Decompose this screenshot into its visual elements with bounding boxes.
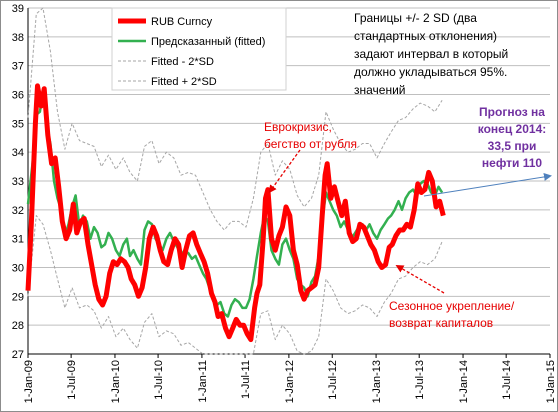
y-tick-label: 39 xyxy=(12,3,24,15)
note-eurocrisis-line: бегство от рубля xyxy=(264,137,357,151)
x-tick-label: 1-Jul-09 xyxy=(66,360,78,400)
note-forecast-line: нефти 110 xyxy=(482,156,543,170)
y-tick-label: 27 xyxy=(12,349,24,361)
series-layer xyxy=(25,7,446,355)
x-tick-label: 1-Jan-12 xyxy=(284,360,296,403)
y-tick-label: 36 xyxy=(12,90,24,102)
note-seasonal-line: возврат капиталов xyxy=(389,316,493,330)
note-eurocrisis-line: Еврокризис, xyxy=(264,120,332,134)
legend-label: Fitted + 2*SD xyxy=(151,76,217,88)
y-tick-label: 28 xyxy=(12,320,24,332)
note-eurocrisis: Еврокризис, бегство от рубля xyxy=(264,120,357,151)
x-tick-label: 1-Jan-14 xyxy=(458,360,470,403)
x-tick-label: 1-Jul-13 xyxy=(414,360,426,400)
note-forecast: Прогноз на конец 2014: 33,5 при нефти 110 xyxy=(478,105,547,170)
note-seasonal-line: Сезонное укрепление/ xyxy=(389,299,515,313)
x-tick-label: 1-Jul-10 xyxy=(153,360,165,400)
forecast-arrow xyxy=(423,172,552,197)
axes: 27 28 29 30 31 32 33 34 35 36 37 38 39 1-Jan-09 1-Jul-… xyxy=(12,3,557,403)
legend-label: Fitted - 2*SD xyxy=(151,56,214,68)
note-bands: Границы +/- 2 SD (два стандартных отклоне… xyxy=(354,11,508,97)
eurocrisis-arrow xyxy=(268,149,301,194)
y-tick-label: 35 xyxy=(12,118,24,130)
note-forecast-line: 33,5 при xyxy=(488,139,537,153)
note-forecast-line: Прогноз на xyxy=(479,105,545,119)
annotations: Границы +/- 2 SD (два стандартных отклоне… xyxy=(264,11,552,330)
y-tick-label: 30 xyxy=(12,263,24,275)
x-tick-label: 1-Jan-09 xyxy=(23,360,35,403)
note-forecast-line: конец 2014: xyxy=(478,122,547,136)
legend-label: RUB Curncy xyxy=(151,16,213,28)
x-tick-label: 1-Jul-12 xyxy=(327,360,339,400)
legend-label: Предсказанный (fitted) xyxy=(151,36,265,48)
y-tick-label: 33 xyxy=(12,176,24,188)
series-line-0 xyxy=(25,83,446,343)
y-tick-label: 32 xyxy=(12,205,24,217)
x-tick-label: 1-Jan-11 xyxy=(197,360,209,403)
x-tick-label: 1-Jul-14 xyxy=(501,360,513,400)
y-tick-label: 29 xyxy=(12,291,24,303)
series-line-1 xyxy=(26,90,444,318)
note-bands-line: Границы +/- 2 SD (два xyxy=(354,11,477,25)
x-tick-label: 1-Jan-10 xyxy=(110,360,122,403)
y-tick-label: 38 xyxy=(12,32,24,44)
y-tick-label: 34 xyxy=(12,147,24,159)
y-tick-label: 31 xyxy=(12,234,24,246)
note-bands-line: значений xyxy=(354,83,406,97)
x-tick-label: 1-Jan-15 xyxy=(545,360,557,403)
note-bands-line: задают интервал в который xyxy=(354,47,508,61)
note-bands-line: должно укладываться 95%. xyxy=(354,65,507,79)
seasonal-arrow xyxy=(395,264,445,294)
note-bands-line: стандартных отклонения) xyxy=(354,29,497,43)
series-line-2 xyxy=(27,215,443,355)
legend: RUB Curncy Предсказанный (fitted) Fitted -… xyxy=(111,7,287,91)
x-tick-label: 1-Jul-11 xyxy=(240,360,252,399)
x-tick-label: 1-Jan-13 xyxy=(371,360,383,403)
note-seasonal: Сезонное укрепление/возврат капиталов xyxy=(389,299,515,330)
series-line-3 xyxy=(27,7,443,231)
y-tick-label: 37 xyxy=(12,61,24,73)
